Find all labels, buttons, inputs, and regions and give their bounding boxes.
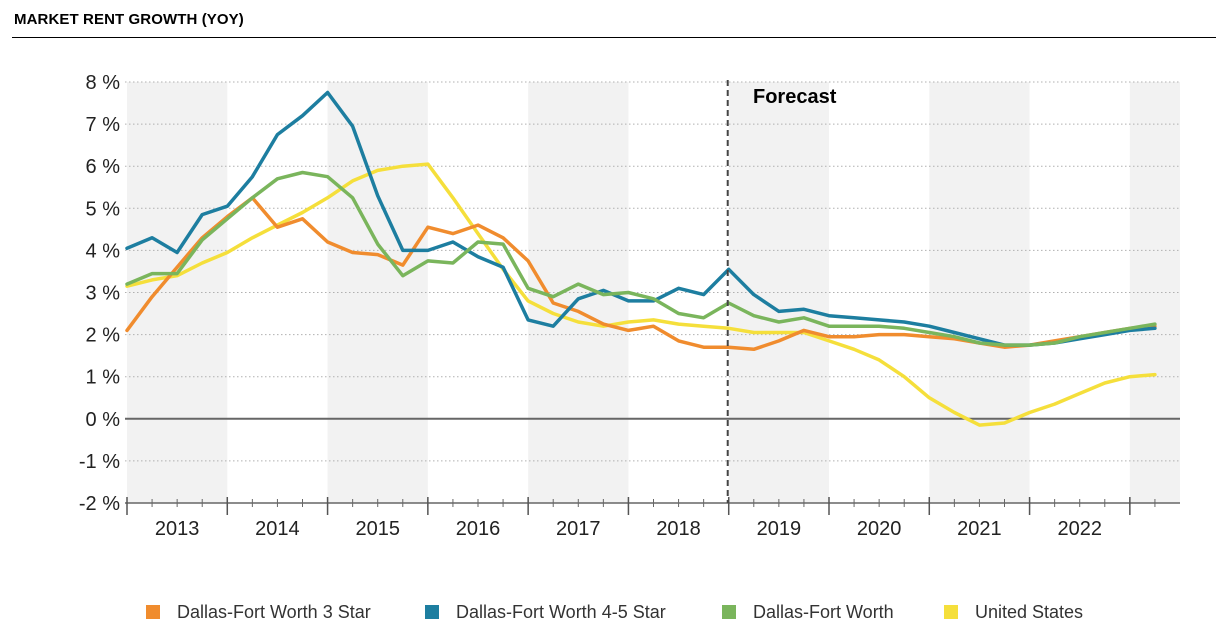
- y-tick-label: 6 %: [86, 156, 121, 178]
- title-divider: [12, 37, 1216, 38]
- series-line-united-states: [125, 162, 1157, 427]
- legend-item: Dallas-Fort Worth 4-5 Star: [425, 600, 666, 624]
- series-line-dallas-fort-worth-4-5-star: [125, 90, 1157, 347]
- legend-item: Dallas-Fort Worth: [722, 600, 894, 624]
- legend: Dallas-Fort Worth 3 Star Dallas-Fort Wort…: [0, 600, 1229, 624]
- y-tick-label: 8 %: [86, 72, 121, 94]
- x-tick-label: 2022: [1057, 518, 1102, 540]
- y-tick-label: 2 %: [86, 325, 121, 347]
- x-tick-label: 2018: [656, 518, 701, 540]
- y-axis-labels: 8 % 7 % 6 % 5 % 4 % 3 % 2 % 1 % 0 % -1 % -2 %: [79, 72, 120, 515]
- legend-label: Dallas-Fort Worth 4-5 Star: [456, 601, 666, 622]
- x-tick-label: 2016: [456, 518, 501, 540]
- legend-item: Dallas-Fort Worth 3 Star: [146, 600, 371, 624]
- forecast-label: Forecast: [753, 86, 837, 108]
- series-lines: [125, 90, 1157, 427]
- legend-item: United States: [944, 600, 1083, 624]
- x-tick-label: 2021: [957, 518, 1002, 540]
- y-tick-label: 0 %: [86, 409, 121, 431]
- y-tick-label: -2 %: [79, 493, 120, 515]
- forecast-group: Forecast: [726, 80, 837, 503]
- legend-label: Dallas-Fort Worth: [753, 601, 894, 622]
- x-tick-label: 2013: [155, 518, 200, 540]
- chart-title: MARKET RENT GROWTH (YOY): [14, 11, 244, 28]
- legend-swatch: [146, 605, 160, 619]
- legend-label: United States: [975, 601, 1084, 622]
- y-tick-label: 1 %: [86, 367, 121, 389]
- x-tick-label: 2020: [857, 518, 902, 540]
- x-tick-label: 2019: [757, 518, 802, 540]
- x-axis-labels: 2013 2014 2015 2016 2017 2018 2019 2020 2021 2022: [155, 518, 1102, 540]
- y-tick-label: -1 %: [79, 451, 120, 473]
- legend-swatch: [722, 605, 736, 619]
- y-tick-label: 3 %: [86, 283, 121, 305]
- x-tick-label: 2014: [255, 518, 300, 540]
- y-tick-label: 4 %: [86, 240, 121, 262]
- legend-label: Dallas-Fort Worth 3 Star: [177, 601, 371, 622]
- legend-swatch: [425, 605, 439, 619]
- series-line-dallas-fort-worth: [125, 170, 1157, 347]
- x-tick-label: 2015: [355, 518, 400, 540]
- rent-growth-chart: 8 % 7 % 6 % 5 % 4 % 3 % 2 % 1 % 0 % -1 % -2 % 2013…: [79, 72, 1180, 540]
- x-tick-label: 2017: [556, 518, 601, 540]
- y-tick-label: 5 %: [86, 198, 121, 220]
- legend-swatch: [944, 605, 958, 619]
- year-band: [929, 82, 1030, 503]
- y-tick-label: 7 %: [86, 114, 121, 136]
